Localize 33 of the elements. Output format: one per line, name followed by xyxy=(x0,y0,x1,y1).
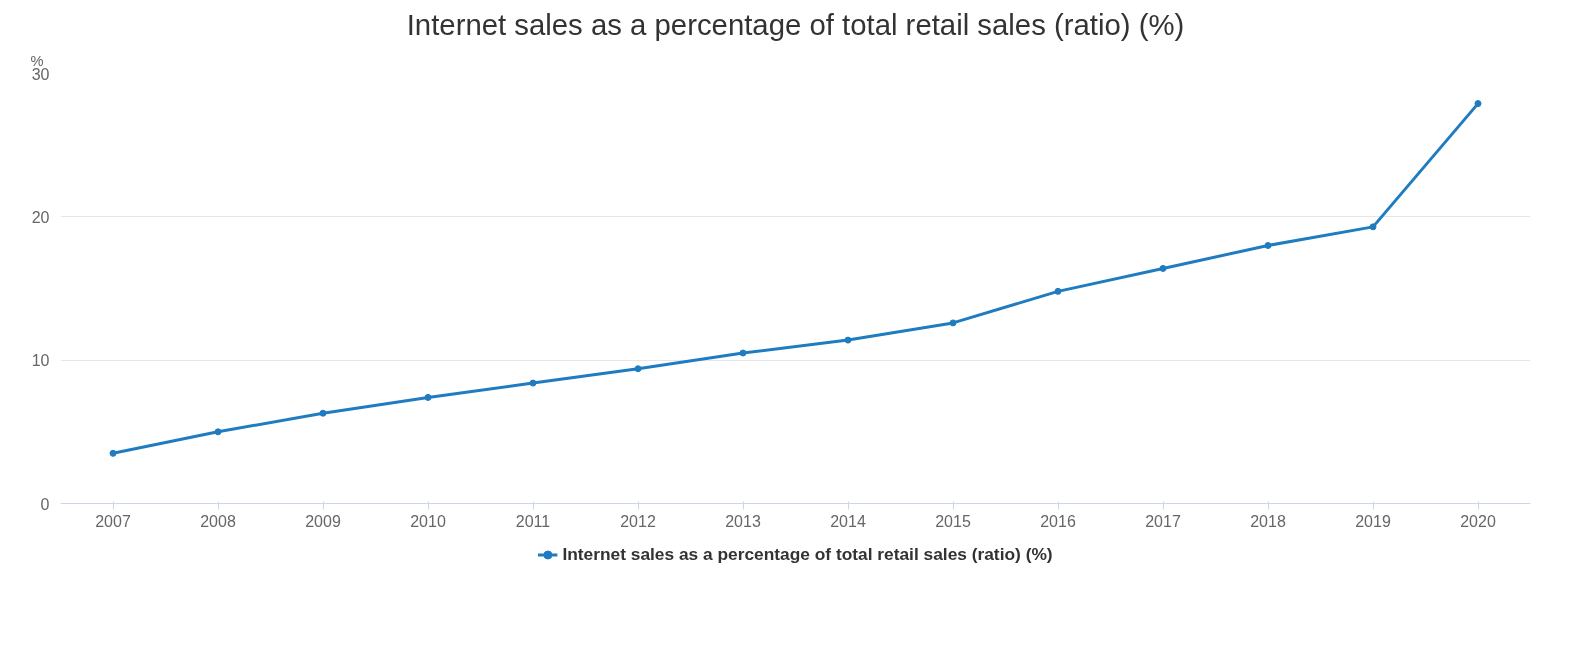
x-tick-label: 2019 xyxy=(1355,512,1391,530)
chart-title: Internet sales as a percentage of total retail sales (ratio) (%) xyxy=(406,7,1185,41)
x-tick-label: 2017 xyxy=(1145,512,1181,530)
point xyxy=(319,409,327,417)
point xyxy=(949,319,957,327)
point xyxy=(1264,242,1272,249)
x-tick-label: 2013 xyxy=(725,512,761,530)
legend-label: Internet sales as a percentage of total retail sales (ratio) (%) xyxy=(562,543,1053,565)
x-tick-label: 2012 xyxy=(620,512,656,530)
point xyxy=(844,336,852,344)
x-tick-label: 2020 xyxy=(1460,512,1496,530)
point xyxy=(529,379,537,387)
x-tick-label: 2010 xyxy=(410,512,446,530)
x-tick-label: 2011 xyxy=(515,512,551,530)
point xyxy=(1054,287,1062,295)
x-tick-label: 2015 xyxy=(935,512,971,530)
y-tick-label: 0 xyxy=(40,495,50,513)
point xyxy=(1159,264,1167,272)
point xyxy=(1474,100,1482,108)
point xyxy=(634,365,642,373)
x-tick-label: 2008 xyxy=(200,512,236,530)
y-tick-label: 20 xyxy=(31,208,50,226)
x-tick-label: 2014 xyxy=(830,512,866,530)
point xyxy=(424,393,432,401)
point xyxy=(1369,223,1377,231)
y-tick-label: 10 xyxy=(31,352,50,370)
point xyxy=(739,349,747,357)
x-tick-label: 2016 xyxy=(1040,512,1076,530)
x-tick-label: 2018 xyxy=(1250,512,1286,530)
x-tick-label: 2007 xyxy=(95,512,131,530)
x-tick-label: 2009 xyxy=(305,512,341,530)
point xyxy=(214,428,222,436)
point xyxy=(109,449,117,457)
